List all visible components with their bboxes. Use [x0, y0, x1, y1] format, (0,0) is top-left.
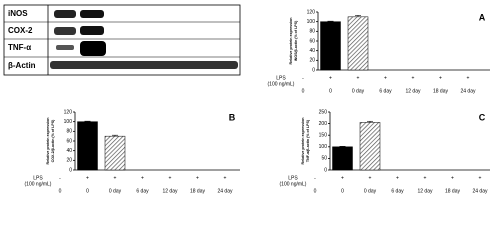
y-tick-label: 150 [319, 133, 328, 139]
x-tick-label: 0 [86, 188, 89, 194]
y-axis-label: COX-2/β-actin (% of LPS) [51, 119, 55, 163]
band [80, 41, 106, 56]
y-tick-label: 80 [66, 129, 72, 135]
bar [347, 16, 369, 71]
x-tick-label: 24 day [472, 188, 488, 194]
y-tick-label: 100 [319, 144, 328, 150]
band [54, 10, 76, 18]
x-tick-label: 12 day [162, 188, 178, 194]
y-tick-label: 0 [312, 67, 315, 73]
y-axis-label: Relative protein expression [301, 118, 305, 165]
lps-label: + [369, 175, 372, 181]
bar [320, 21, 341, 71]
lps-label: + [439, 75, 442, 81]
lps-label: - [59, 175, 61, 181]
y-axis-label: Relative protein expression [289, 18, 293, 65]
figure: iNOS COX-2 TNF-α β-Actin 0 20 40 60 80 100 120… [3, 4, 490, 194]
blot-label: iNOS [8, 9, 28, 18]
lps-label: + [384, 75, 387, 81]
panel-label: C [479, 112, 486, 122]
band [54, 27, 76, 35]
lps-label: + [329, 75, 332, 81]
y-tick-label: 60 [66, 138, 72, 144]
x-tick-label: 12 day [405, 88, 421, 94]
western-blot: iNOS COX-2 TNF-α β-Actin [3, 4, 241, 76]
y-tick-label: 120 [64, 109, 73, 115]
bar [77, 121, 98, 171]
y-axis-label: TNF-α/β-actin (% of LPS) [306, 119, 310, 162]
x-tick-label: 0 [302, 88, 305, 94]
lps-label: + [451, 175, 454, 181]
y-axis-label: Relative protein expression [46, 118, 50, 165]
y-tick-label: 50 [321, 156, 327, 162]
blot-label: TNF-α [8, 43, 31, 52]
lps-label: + [357, 75, 360, 81]
y-tick-label: 20 [309, 58, 315, 64]
lps-label: + [424, 175, 427, 181]
y-tick-label: 40 [66, 148, 72, 154]
bar-chart: 0 20 40 60 80 100 120 Relative protein expressi… [268, 9, 490, 94]
x-tick-label: 0 [59, 188, 62, 194]
x-tick-label: 18 day [190, 188, 206, 194]
x-axis-unit: (100 ng/mL) [25, 181, 52, 187]
lps-label: - [314, 175, 316, 181]
x-tick-label: 12 day [417, 188, 433, 194]
y-tick-label: 200 [319, 121, 328, 127]
lps-label: + [467, 75, 470, 81]
y-tick-label: 40 [309, 48, 315, 54]
x-axis-unit: (100 ng/mL) [268, 81, 295, 87]
band [80, 10, 104, 18]
band [50, 61, 238, 69]
y-tick-label: 120 [307, 9, 316, 15]
x-tick-label: 0 [329, 88, 332, 94]
panel-label: A [479, 12, 486, 22]
bar-chart: 0 20 40 60 80 100 120 Relative protein expressi… [25, 109, 240, 194]
x-axis-label: LPS [33, 175, 43, 181]
y-tick-label: 0 [324, 167, 327, 173]
lps-label: + [141, 175, 144, 181]
lps-label: - [302, 75, 304, 81]
y-axis-label: iNOS/β-actin (% of LPS) [294, 20, 298, 61]
y-tick-label: 0 [69, 167, 72, 173]
y-tick-label: 250 [319, 109, 328, 115]
lps-label: + [114, 175, 117, 181]
blot-label: β-Actin [8, 61, 36, 70]
bar [104, 135, 126, 171]
y-tick-label: 100 [307, 19, 316, 25]
band [80, 26, 104, 35]
bar [359, 122, 381, 171]
panel-label: B [229, 112, 236, 122]
x-axis-label: LPS [276, 75, 286, 81]
lps-label: + [412, 75, 415, 81]
x-axis-label: LPS [288, 175, 298, 181]
x-tick-label: 24 day [460, 88, 476, 94]
bar [332, 146, 353, 171]
x-tick-label: 18 day [445, 188, 461, 194]
bar-chart: 0 50 100 150 200 250 Relative protein expressi… [280, 109, 490, 194]
x-tick-label: 0 day [364, 188, 377, 194]
band [56, 45, 74, 50]
lps-label: + [341, 175, 344, 181]
blot-label: COX-2 [8, 26, 33, 35]
lps-label: + [196, 175, 199, 181]
y-tick-label: 20 [66, 158, 72, 164]
x-axis-unit: (100 ng/mL) [280, 181, 307, 187]
lps-label: + [169, 175, 172, 181]
x-tick-label: 6 day [391, 188, 404, 194]
x-tick-label: 0 [314, 188, 317, 194]
x-tick-label: 0 day [109, 188, 122, 194]
y-tick-label: 100 [64, 119, 73, 125]
lps-label: + [396, 175, 399, 181]
x-tick-label: 0 day [352, 88, 365, 94]
x-tick-label: 18 day [433, 88, 449, 94]
x-tick-label: 6 day [379, 88, 392, 94]
lps-label: + [224, 175, 227, 181]
x-tick-label: 6 day [136, 188, 149, 194]
lps-label: + [86, 175, 89, 181]
y-tick-label: 80 [309, 29, 315, 35]
lps-label: + [479, 175, 482, 181]
x-tick-label: 0 [341, 188, 344, 194]
x-tick-label: 24 day [217, 188, 233, 194]
y-tick-label: 60 [309, 38, 315, 44]
